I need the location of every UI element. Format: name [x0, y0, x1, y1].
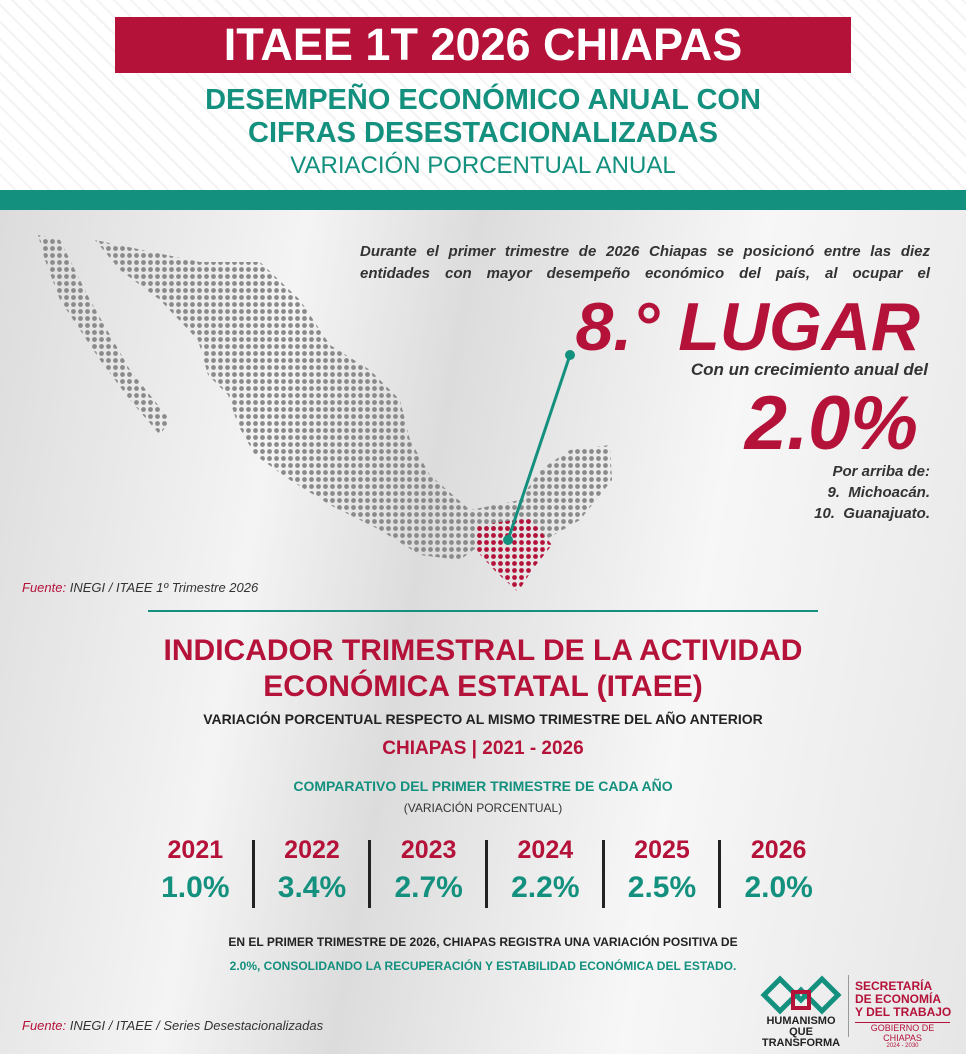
rank: 8.° LUGAR: [575, 289, 920, 365]
year-separator: [485, 840, 488, 908]
year-value: 2.2%: [511, 871, 580, 904]
source: Fuente: INEGI / ITAEE / Series Desestaci…: [22, 1018, 323, 1033]
section-title: INDICADOR TRIMESTRAL DE LA ACTIVIDAD ECO…: [0, 633, 966, 705]
growth: 2.0%: [744, 381, 918, 466]
logo-text: SECRETARÍA: [855, 979, 933, 993]
pointer-dot: [503, 535, 513, 545]
year-value: 2.0%: [744, 871, 813, 904]
pointer-line: [506, 354, 572, 541]
year-separator: [601, 840, 605, 908]
conclusion: EN EL PRIMER TRIMESTRE DE 2026, CHIAPAS …: [0, 930, 966, 978]
logo-text: GOBIERNO DE CHIAPAS: [870, 1023, 935, 1043]
logo-divider: [848, 975, 849, 1037]
year-column: 2022 3.4%: [254, 836, 371, 905]
section-title-line: ECONÓMICA ESTATAL (ITAEE): [263, 670, 703, 703]
chiapas-shape: [474, 518, 552, 592]
title: ITAEE 1T 2026 CHIAPAS: [115, 17, 851, 73]
source-text: INEGI / ITAEE 1º Trimestre 2026: [69, 580, 259, 595]
logo-text: TRANSFORMA: [761, 1037, 841, 1049]
map-shape: [38, 235, 170, 435]
unit: (VARIACIÓN PORCENTUAL): [403, 801, 563, 815]
year: 2023: [400, 836, 457, 864]
scope: CHIAPAS | 2021 - 2026: [382, 738, 584, 759]
year: 2026: [750, 836, 807, 864]
year-column: 2021 1.0%: [137, 836, 254, 905]
logo-left: HUMANISMO QUE TRANSFORMA: [756, 1016, 846, 1049]
logo-text: DE ECONOMÍA: [855, 992, 942, 1006]
section-title-line: INDICADOR TRIMESTRAL DE LA ACTIVIDAD: [163, 634, 803, 667]
intro: Durante el primer trimestre de 2026 Chia…: [360, 243, 930, 282]
logo-right: SECRETARÍA DE ECONOMÍA Y DEL TRABAJO: [855, 980, 951, 1019]
years-row: 2021 1.0% 2022 3.4% 2023 2.7% 2024 2.2% 2025 2.5%…: [137, 836, 837, 916]
map: [38, 235, 612, 592]
logo-text: 2024 - 2030: [886, 1043, 919, 1049]
growth-text: Con un crecimiento anual del: [690, 360, 928, 379]
section-subtitle: VARIACIÓN PORCENTUAL RESPECTO AL MISMO T…: [203, 711, 763, 727]
pointer-dot: [565, 350, 575, 360]
year-separator: [718, 840, 722, 908]
year-value: 2.5%: [627, 871, 697, 904]
year-value: 1.0%: [161, 871, 230, 904]
year-column: 2023 2.7%: [370, 836, 487, 905]
subtitle-line: DESEMPEÑO ECONÓMICO ANUAL CON: [205, 84, 761, 116]
year-separator: [368, 840, 372, 908]
caption: VARIACIÓN PORCENTUAL ANUAL: [290, 152, 676, 179]
divider: [148, 610, 818, 612]
logo-text: Y DEL TRABAJO: [855, 1005, 952, 1019]
above-item: 9. Michoacán.: [827, 484, 930, 501]
above-list: Por arriba de: 9. Michoacán. 10. Guanaju…: [814, 461, 930, 524]
above-item: 10. Guanajuato.: [814, 505, 930, 522]
map-shape: [95, 240, 612, 560]
year-column: 2025 2.5%: [604, 836, 721, 905]
conclusion-line: EN EL PRIMER TRIMESTRE DE 2026, CHIAPAS …: [228, 935, 738, 949]
comparison: COMPARATIVO DEL PRIMER TRIMESTRE DE CADA…: [293, 778, 673, 794]
logo-icon: [760, 975, 842, 1015]
subtitle: DESEMPEÑO ECONÓMICO ANUAL CON CIFRAS DES…: [0, 84, 966, 150]
subtitle-line: CIFRAS DESESTACIONALIZADAS: [248, 117, 718, 149]
source-label: Fuente:: [22, 1018, 67, 1033]
year-value: 2.7%: [394, 871, 463, 904]
year-separator: [251, 840, 255, 908]
year: 2021: [167, 836, 224, 864]
year-column: 2026 2.0%: [720, 836, 837, 905]
conclusion-line: 2.0%, CONSOLIDANDO LA RECUPERACIÓN Y EST…: [229, 959, 737, 973]
source: Fuente: INEGI / ITAEE 1º Trimestre 2026: [22, 580, 258, 595]
logo-gov: GOBIERNO DE CHIAPAS 2024 - 2030: [855, 1022, 950, 1049]
year: 2025: [634, 836, 690, 864]
teal-band: [0, 190, 966, 210]
source-text: INEGI / ITAEE / Series Desestacionalizad…: [69, 1018, 324, 1033]
source-label: Fuente:: [22, 580, 67, 595]
above-label: Por arriba de:: [832, 463, 930, 480]
year-value: 3.4%: [277, 871, 347, 904]
year-column: 2024 2.2%: [487, 836, 604, 905]
year: 2024: [517, 836, 574, 864]
year: 2022: [284, 836, 340, 864]
logo-text: HUMANISMO QUE: [766, 1015, 836, 1038]
